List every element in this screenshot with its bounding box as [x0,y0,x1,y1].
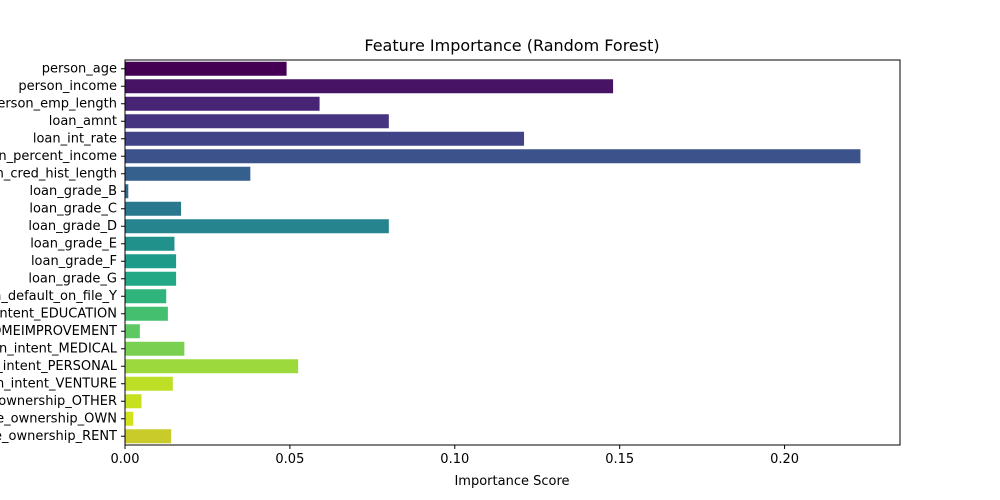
bar-person_emp_length [125,96,320,111]
y-tick-label: loan_grade_B [29,184,117,199]
x-ticks: 0.00 0.05 0.10 0.15 0.20 [111,445,799,467]
y-tick-label: loan_intent_VENTURE [0,376,117,391]
y-tick-label: person_income [18,79,117,94]
y-tick-label: person_home_ownership_OWN [0,411,117,426]
y-tick-label: loan_grade_C [29,201,117,216]
bar-loan_intent_HOMEIMPROVEMENT [125,324,140,339]
x-tick-label: 0.00 [111,452,140,467]
bar-person_home_ownership_RENT [125,429,172,444]
x-tick-label: 0.05 [275,452,304,467]
bar-loan_grade_G [125,271,177,286]
y-tick-label: loan_intent_PERSONAL [0,359,118,374]
y-tick-label: person_emp_length [0,96,117,111]
bar-loan_grade_E [125,236,175,251]
bar-person_income [125,79,614,94]
bar-loan_intent_PERSONAL [125,359,299,374]
y-tick-label: person_home_ownership_OTHER [0,394,117,409]
x-tick-label: 0.20 [770,452,799,467]
y-tick-label: loan_grade_E [30,236,117,251]
y-tick-label: loan_grade_F [31,254,117,269]
y-tick-labels: person_age person_income person_emp_length… [0,61,125,444]
y-tick-label: loan_grade_G [28,271,117,286]
y-tick-label: loan_grade_D [28,219,117,234]
bar-cb_person_default_on_file_Y [125,289,167,304]
y-tick-label: loan_intent_EDUCATION [0,306,117,321]
bar-person_home_ownership_OWN [125,411,134,426]
x-tick-label: 0.15 [605,452,634,467]
x-axis-label: Importance Score [454,474,569,489]
y-tick-label: loan_percent_income [0,149,117,164]
bar-loan_grade_D [125,219,389,234]
y-tick-label: loan_int_rate [33,131,117,146]
y-tick-label: loan_intent_HOMEIMPROVEMENT [0,324,117,339]
x-tick-label: 0.10 [440,452,469,467]
y-tick-label: person_home_ownership_RENT [0,429,117,444]
bar-person_home_ownership_OTHER [125,394,142,409]
y-tick-label: loan_amnt [49,114,117,129]
bars-group [125,61,861,444]
bar-loan_grade_C [125,201,182,216]
bar-loan_intent_VENTURE [125,376,173,391]
bar-loan_amnt [125,114,389,129]
y-tick-label: cb_person_default_on_file_Y [0,289,117,304]
bar-loan_intent_MEDICAL [125,341,185,356]
y-tick-label: cb_person_cred_hist_length [0,166,117,181]
y-tick-label: loan_intent_MEDICAL [0,341,118,356]
bar-loan_percent_income [125,149,861,164]
bar-person_age [125,61,287,76]
y-tick-label: person_age [42,61,117,76]
bar-loan_int_rate [125,131,525,146]
bar-loan_intent_EDUCATION [125,306,168,321]
chart-title: Feature Importance (Random Forest) [364,36,659,55]
bar-cb_person_cred_hist_length [125,166,251,181]
bar-loan_grade_F [125,254,177,269]
bar-loan_grade_B [125,184,129,199]
plot-frame [124,59,901,446]
